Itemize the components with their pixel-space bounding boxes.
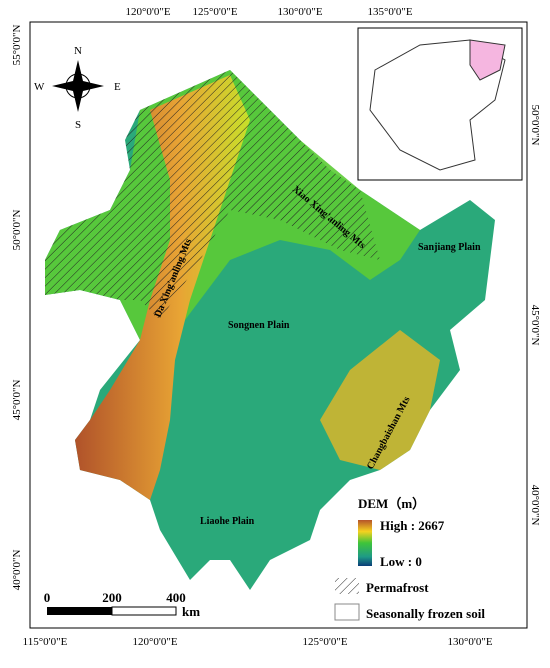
compass-w: W: [34, 81, 45, 93]
coordinate-label: 55°0'0"N: [11, 25, 23, 66]
region-label: Songnen Plain: [228, 320, 290, 331]
inset-china: [369, 39, 506, 171]
scale-bar: 0 200 400 km: [44, 590, 200, 619]
compass-e: E: [114, 81, 121, 93]
coordinate-label: 120°0'0"E: [125, 6, 170, 18]
coordinate-label: 130°0'0"E: [277, 6, 322, 18]
coordinate-labels: 120°0'0"E 125°0'0"E 130°0'0"E 135°0'0"E 115°…: [11, 6, 541, 648]
coordinate-label: 45°0'0"N: [11, 380, 23, 421]
coordinate-label: 40°0'0"N: [529, 485, 541, 526]
coordinate-label: 120°0'0"E: [132, 636, 177, 648]
legend-ramp: [358, 520, 372, 566]
compass: N S E W: [34, 45, 121, 131]
legend-permafrost: Permafrost: [366, 580, 429, 595]
legend-title: DEM（m）: [358, 496, 425, 511]
scale-tick: 200: [102, 590, 122, 605]
scale-tick: 0: [44, 590, 51, 605]
legend: DEM（m） High : 2667 Low : 0 Permafrost Se…: [334, 496, 485, 621]
coordinate-label: 135°0'0"E: [367, 6, 412, 18]
legend-permafrost-swatch: [335, 578, 359, 594]
coordinate-label: 40°0'0"N: [11, 550, 23, 591]
legend-seasonal-swatch: [334, 603, 360, 621]
coordinate-label: 50°0'0"N: [11, 210, 23, 251]
compass-s: S: [75, 119, 81, 131]
scale-unit: km: [182, 604, 200, 619]
coordinate-label: 115°0'0"E: [23, 636, 68, 648]
coordinate-label: 125°0'0"E: [192, 6, 237, 18]
compass-n: N: [74, 45, 82, 57]
coordinate-label: 130°0'0"E: [447, 636, 492, 648]
scale-tick: 400: [166, 590, 186, 605]
coordinate-label: 50°0'0"N: [529, 105, 541, 146]
inset-highlight: [469, 39, 506, 81]
permafrost-area: [45, 70, 380, 320]
legend-high: High : 2667: [380, 518, 445, 533]
mountains-east: [320, 330, 440, 470]
legend-seasonal: Seasonally frozen soil: [366, 606, 485, 621]
coordinate-label: 45°0'0"N: [529, 305, 541, 346]
region-label: Liaohe Plain: [200, 516, 255, 527]
legend-low: Low : 0: [380, 554, 422, 569]
coordinate-label: 125°0'0"E: [302, 636, 347, 648]
region-label: Sanjiang Plain: [418, 242, 481, 253]
